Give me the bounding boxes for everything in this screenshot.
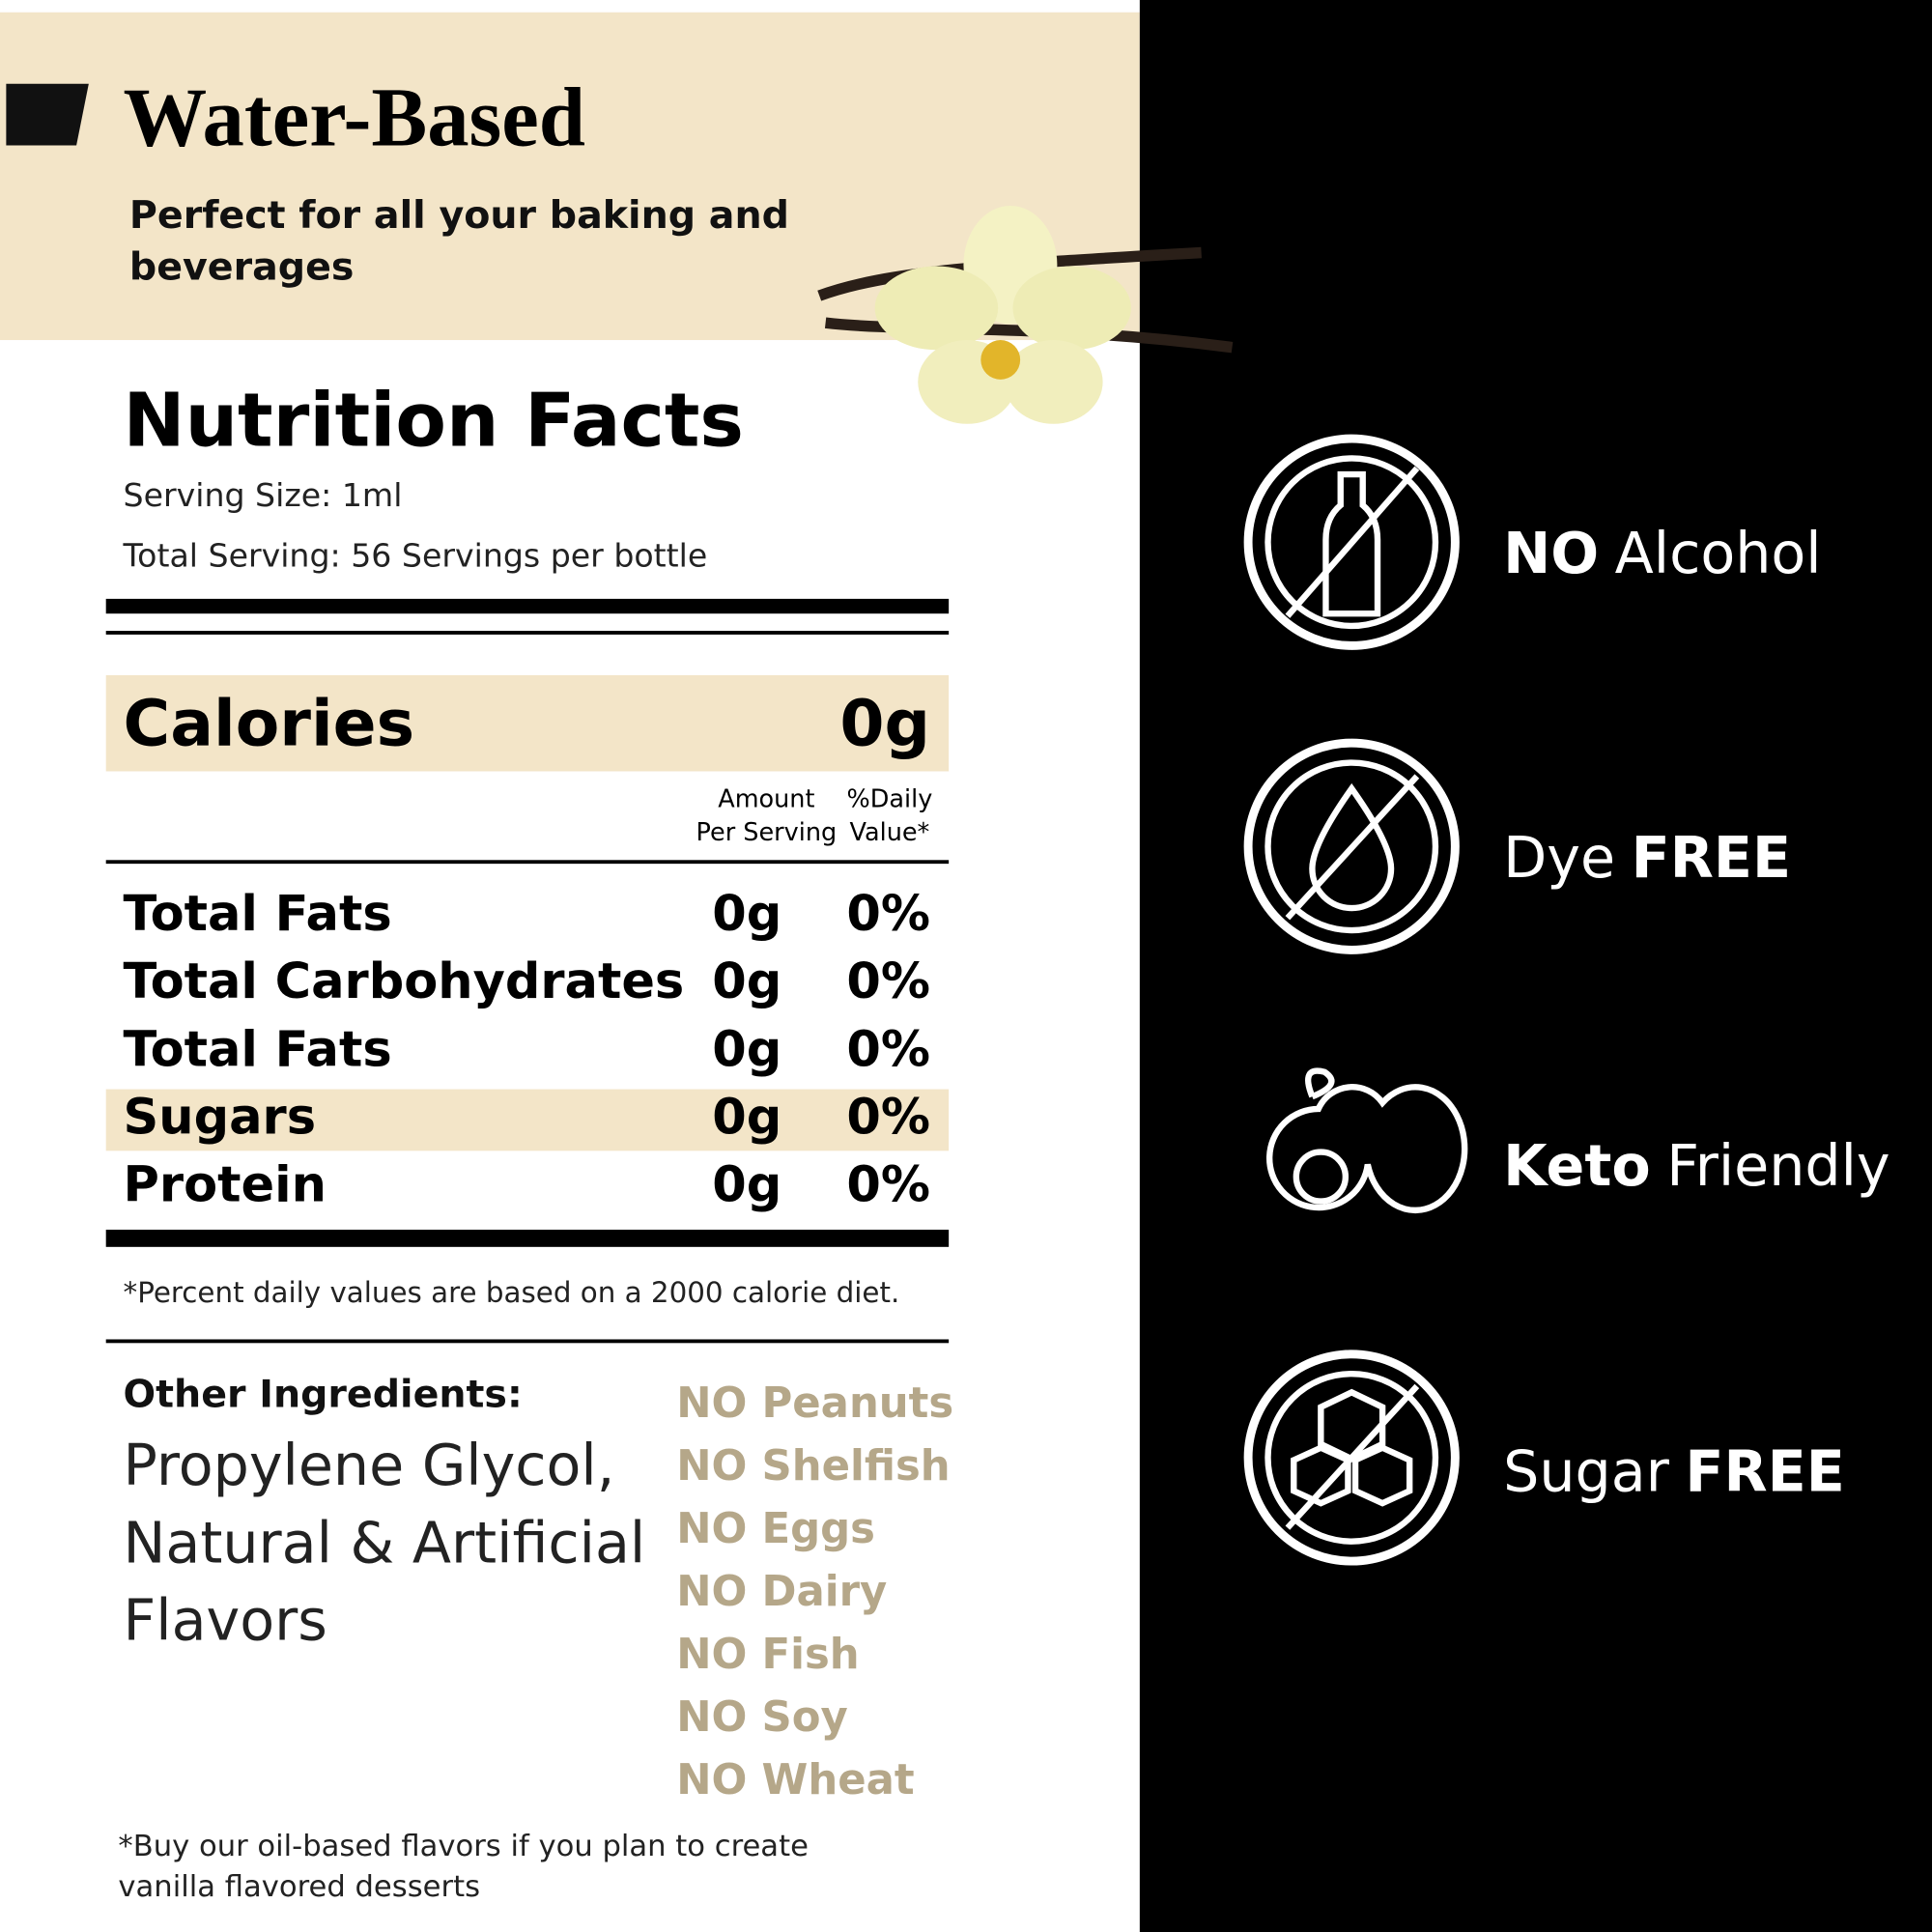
serving-size: Serving Size: 1ml	[124, 476, 403, 514]
column-header: Value*	[850, 818, 930, 847]
amount: 0g	[712, 1157, 781, 1214]
flower	[817, 206, 1234, 424]
footnote: *Percent daily values are based on a 200…	[124, 1276, 900, 1309]
calories-value: 0g	[839, 686, 930, 761]
allergen: NO Shelfish	[676, 1442, 950, 1491]
rule	[105, 1229, 950, 1247]
feature: Keto Friendly	[1503, 1133, 1890, 1199]
icons	[1243, 434, 1468, 1566]
calories-band	[105, 674, 950, 772]
feature-part: Keto	[1503, 1133, 1651, 1199]
row-highlight	[105, 1089, 950, 1151]
ingredients-label: Other Ingredients:	[124, 1373, 523, 1417]
rule	[105, 1339, 950, 1344]
nutrient: Protein	[124, 1157, 327, 1214]
allergen: NO Wheat	[676, 1756, 914, 1804]
amount: 0g	[712, 886, 781, 943]
nutrient: Total Carbohydrates	[124, 953, 685, 1010]
daily-value: 0%	[846, 886, 930, 943]
daily-value: 0%	[846, 1089, 930, 1146]
feature-part: NO	[1503, 521, 1599, 586]
subtitle: Perfect for all your baking and	[129, 193, 789, 238]
feature-part: Friendly	[1666, 1133, 1889, 1199]
feature-part: Alcohol	[1615, 521, 1822, 586]
daily-value: 0%	[846, 1157, 930, 1214]
nutrient: Sugars	[124, 1089, 317, 1146]
nutrient: Total Fats	[124, 1021, 392, 1078]
feature: Sugar FREE	[1503, 1438, 1845, 1504]
ingredient-line: Natural & Artificial	[124, 1510, 646, 1576]
total-serving: Total Serving: 56 Servings per bottle	[123, 537, 708, 575]
feature-part: FREE	[1632, 825, 1791, 891]
amount: 0g	[712, 1021, 781, 1078]
feature: Dye FREE	[1503, 825, 1791, 891]
daily-value: 0%	[846, 1021, 930, 1078]
amount: 0g	[712, 953, 781, 1010]
feature-part: Dye	[1503, 825, 1615, 891]
rule	[105, 860, 950, 865]
column-header: Amount	[718, 784, 814, 813]
amount: 0g	[712, 1089, 781, 1146]
column-header: Per Serving	[696, 818, 838, 847]
rule	[105, 631, 950, 635]
feature-part: Sugar	[1503, 1438, 1670, 1504]
ingredient-line: Propylene Glycol,	[124, 1433, 615, 1498]
feature-part: FREE	[1685, 1438, 1844, 1504]
ingredient-line: Flavors	[124, 1588, 327, 1654]
allergen: NO Fish	[676, 1631, 859, 1679]
allergen: NO Eggs	[676, 1505, 875, 1553]
allergen: NO Soy	[676, 1693, 848, 1742]
allergen: NO Dairy	[676, 1568, 887, 1616]
nutrition-title: Nutrition Facts	[124, 379, 744, 465]
nutrient: Total Fats	[124, 886, 392, 943]
daily-value: 0%	[846, 953, 930, 1010]
rule	[105, 598, 950, 614]
subtitle: beverages	[129, 245, 355, 290]
note: *Buy our oil-based flavors if you plan t…	[118, 1830, 808, 1863]
feature: NO Alcohol	[1503, 521, 1821, 586]
allergen: NO Peanuts	[676, 1379, 953, 1428]
column-header: %Daily	[847, 784, 933, 813]
note: vanilla flavored desserts	[118, 1870, 480, 1904]
calories-label: Calories	[124, 686, 415, 761]
header-mark	[6, 83, 89, 146]
title: Water-Based	[124, 71, 585, 164]
right-panel	[1139, 0, 1932, 1932]
